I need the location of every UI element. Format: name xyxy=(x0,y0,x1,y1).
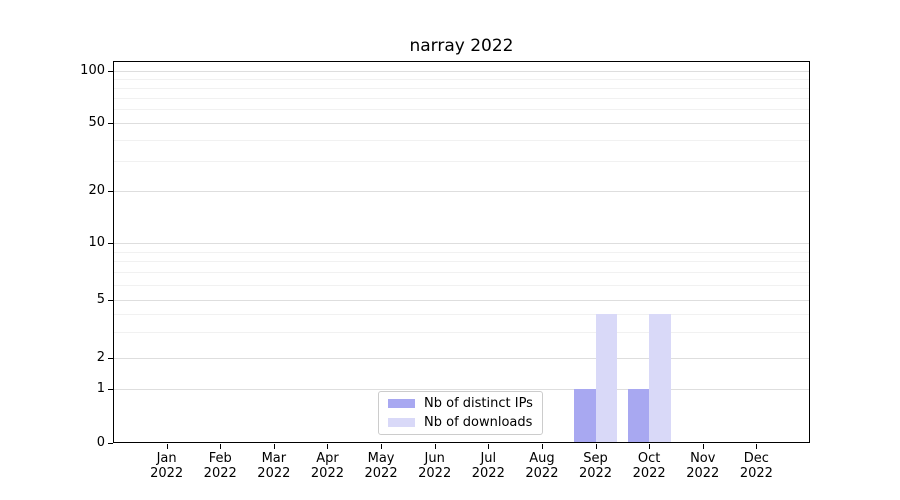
x-tick-label: Oct 2022 xyxy=(617,451,681,481)
x-tick-year: 2022 xyxy=(471,466,505,481)
x-tick-month: Mar xyxy=(261,451,287,466)
bar-distinct-ips-oct xyxy=(627,389,650,443)
legend-label-distinct-ips: Nb of distinct IPs xyxy=(424,396,533,411)
legend-item-downloads: Nb of downloads xyxy=(388,415,533,430)
gridline-major xyxy=(113,389,810,390)
y-tick xyxy=(108,443,113,444)
bar-downloads-sep xyxy=(595,314,618,443)
gridline-major xyxy=(113,358,810,359)
x-tick-label: Jun 2022 xyxy=(403,451,467,481)
gridline-minor xyxy=(113,332,810,334)
x-tick-month: Jan xyxy=(156,451,177,466)
x-tick xyxy=(756,444,758,449)
x-tick xyxy=(220,444,222,449)
y-tick-label: 50 xyxy=(88,115,105,130)
x-tick-label: Aug 2022 xyxy=(510,451,574,481)
x-tick xyxy=(702,444,704,449)
legend-item-distinct-ips: Nb of distinct IPs xyxy=(388,396,533,411)
x-tick-label: Sep 2022 xyxy=(564,451,628,481)
x-tick-month: Feb xyxy=(208,451,232,466)
x-tick-month: Nov xyxy=(690,451,716,466)
y-tick-label: 20 xyxy=(88,183,105,198)
gridline-minor xyxy=(113,97,810,99)
x-tick-label: May 2022 xyxy=(349,451,413,481)
gridline-major xyxy=(113,71,810,72)
x-tick xyxy=(273,444,275,449)
x-tick xyxy=(166,444,168,449)
y-tick-label: 2 xyxy=(96,350,105,365)
x-tick-year: 2022 xyxy=(418,466,452,481)
x-tick-label: Mar 2022 xyxy=(242,451,306,481)
x-tick xyxy=(381,444,383,449)
y-tick-label: 1 xyxy=(96,381,105,396)
gridline-minor xyxy=(113,314,810,316)
gridline-minor xyxy=(113,160,810,162)
x-tick xyxy=(488,444,490,449)
x-tick-year: 2022 xyxy=(203,466,237,481)
legend-swatch-distinct-ips xyxy=(388,399,415,408)
legend: Nb of distinct IPs Nb of downloads xyxy=(378,391,543,435)
legend-swatch-downloads xyxy=(388,418,415,427)
y-tick xyxy=(108,123,113,124)
x-tick-year: 2022 xyxy=(686,466,720,481)
y-tick xyxy=(108,300,113,301)
gridline-minor xyxy=(113,139,810,141)
x-tick-year: 2022 xyxy=(310,466,344,481)
gridline-minor xyxy=(113,261,810,263)
legend-label-downloads: Nb of downloads xyxy=(424,415,533,430)
x-tick-label: Nov 2022 xyxy=(671,451,735,481)
gridline-minor xyxy=(113,78,810,80)
x-tick-month: Apr xyxy=(316,451,339,466)
gridline-minor xyxy=(113,272,810,274)
gridline-minor xyxy=(113,285,810,286)
x-tick xyxy=(541,444,543,449)
x-tick xyxy=(327,444,329,449)
gridline-minor xyxy=(113,87,810,89)
gridline-major xyxy=(113,243,810,244)
x-tick-month: May xyxy=(367,451,395,466)
y-tick-label: 10 xyxy=(88,235,105,250)
x-tick-label: Jul 2022 xyxy=(456,451,520,481)
x-tick-year: 2022 xyxy=(257,466,291,481)
x-tick-year: 2022 xyxy=(525,466,559,481)
x-tick-month: Jul xyxy=(480,451,497,466)
x-tick xyxy=(649,444,651,449)
x-tick xyxy=(434,444,436,449)
y-tick xyxy=(108,71,113,72)
y-tick xyxy=(108,389,113,390)
y-tick-label: 5 xyxy=(96,292,105,307)
gridline-minor xyxy=(113,251,810,253)
y-tick xyxy=(108,243,113,244)
y-tick-label: 100 xyxy=(80,63,105,78)
plot-area xyxy=(113,61,810,443)
x-tick-year: 2022 xyxy=(578,466,613,481)
gridline-minor xyxy=(113,109,810,111)
x-tick-label: Jan 2022 xyxy=(135,451,199,481)
bar-downloads-oct xyxy=(649,314,671,443)
x-tick-label: Apr 2022 xyxy=(295,451,359,481)
x-tick xyxy=(595,444,597,449)
x-tick-month: Dec xyxy=(743,451,769,466)
chart-title: narray 2022 xyxy=(409,36,514,56)
bar-distinct-ips-sep xyxy=(574,389,596,443)
gridline-major xyxy=(113,191,810,192)
x-tick-month: Sep xyxy=(583,451,608,466)
y-tick-label: 0 xyxy=(96,435,105,450)
x-tick-year: 2022 xyxy=(364,466,398,481)
y-tick xyxy=(108,191,113,192)
x-tick-label: Dec 2022 xyxy=(724,451,788,481)
gridline-major xyxy=(113,300,810,301)
x-tick-month: Jun xyxy=(424,451,445,466)
x-tick-month: Oct xyxy=(637,451,661,466)
x-tick-year: 2022 xyxy=(150,466,184,481)
x-tick-month: Aug xyxy=(529,451,555,466)
x-tick-year: 2022 xyxy=(632,466,666,481)
x-tick-year: 2022 xyxy=(739,466,773,481)
x-tick-label: Feb 2022 xyxy=(188,451,252,481)
y-tick xyxy=(108,358,113,359)
gridline-major xyxy=(113,123,810,124)
